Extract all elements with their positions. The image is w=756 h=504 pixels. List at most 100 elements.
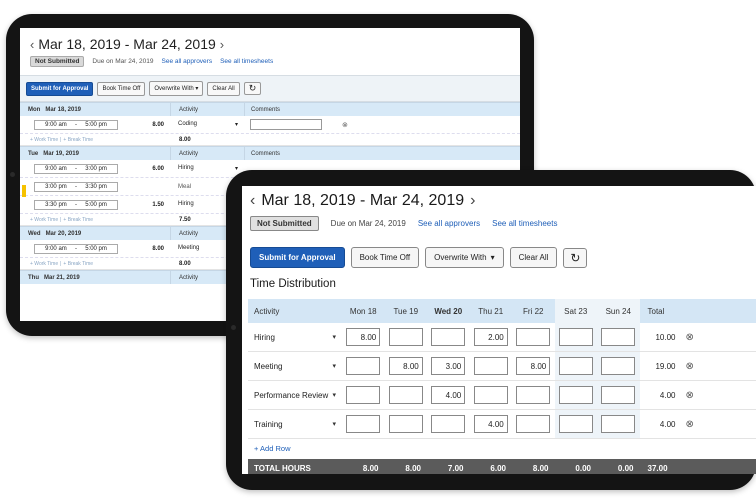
- hours-value: 6.00: [152, 165, 164, 172]
- add-work-time-link[interactable]: + Work Time: [30, 260, 59, 267]
- camera-dot: [10, 172, 15, 177]
- hours-input[interactable]: [516, 386, 551, 404]
- day-cell: [342, 381, 385, 409]
- activity-select[interactable]: Hiring ▾: [248, 333, 342, 342]
- activity-col-header: Activity: [170, 147, 244, 160]
- hours-input[interactable]: 2.00: [473, 328, 508, 346]
- see-all-approvers-link[interactable]: See all approvers: [161, 58, 213, 65]
- day-cell: 2.00: [470, 323, 513, 351]
- day-header: Tue Mar 19, 2019 Activity Comments: [20, 146, 520, 160]
- dash: -: [74, 121, 77, 128]
- hours-input[interactable]: [516, 415, 551, 433]
- submit-for-approval-button[interactable]: Submit for Approval: [250, 247, 345, 268]
- day-total: 6.00: [490, 463, 506, 473]
- add-break-time-link[interactable]: + Break Time: [63, 260, 94, 267]
- activity-name: Meeting: [254, 361, 283, 371]
- day-cell: [512, 410, 555, 438]
- clear-all-button[interactable]: Clear All: [509, 247, 558, 268]
- hours-input[interactable]: [388, 386, 423, 404]
- hours-input[interactable]: 4.00: [431, 386, 466, 404]
- activity-select[interactable]: Hiring ▾: [170, 165, 244, 172]
- refresh-icon[interactable]: ↻: [243, 82, 262, 95]
- day-cell: [512, 323, 555, 351]
- activity-select[interactable]: Meeting ▾: [248, 362, 342, 371]
- day-col-header: Fri 22: [523, 306, 544, 316]
- hours-input[interactable]: [601, 386, 636, 404]
- chevron-left-icon[interactable]: ‹: [250, 192, 256, 209]
- day-cell: 4.00: [427, 381, 470, 409]
- add-work-time-link[interactable]: + Work Time: [30, 216, 59, 223]
- activity-select[interactable]: Coding ▾: [170, 121, 244, 128]
- activity-select[interactable]: Training ▾: [248, 420, 342, 429]
- add-break-time-link[interactable]: + Break Time: [63, 136, 94, 143]
- time-range-input[interactable]: 3:00 pm - 3:30 pm: [34, 181, 118, 192]
- overwrite-with-button[interactable]: Overwrite With ▾: [425, 247, 504, 268]
- grand-total: 37.00: [647, 463, 668, 473]
- chevron-down-icon: ▾: [332, 333, 336, 341]
- remove-row-icon[interactable]: ⊗: [685, 389, 694, 401]
- hours-input[interactable]: [473, 357, 508, 375]
- book-time-off-button[interactable]: Book Time Off: [350, 247, 420, 268]
- start-time: 9:00 am: [45, 245, 67, 252]
- hours-input[interactable]: 8.00: [388, 357, 423, 375]
- see-all-timesheets-link[interactable]: See all timesheets: [220, 58, 274, 65]
- add-work-time-link[interactable]: + Work Time: [30, 136, 59, 143]
- hours-input[interactable]: [431, 328, 466, 346]
- hours-input[interactable]: [473, 386, 508, 404]
- hours-input[interactable]: [601, 357, 636, 375]
- add-row-link[interactable]: + Add Row: [254, 444, 291, 453]
- activity-col-header: Activity: [254, 306, 280, 316]
- remove-row-icon[interactable]: ⊗: [685, 418, 694, 430]
- time-range-input[interactable]: 9:00 am - 5:00 pm: [34, 119, 118, 130]
- see-all-timesheets-link[interactable]: See all timesheets: [492, 219, 558, 228]
- table-row: Training ▾ 4.00 4.00 ⊗: [248, 410, 756, 439]
- day-cell: [427, 410, 470, 438]
- chevron-right-icon[interactable]: ›: [470, 192, 476, 209]
- day-label: Tue Mar 19, 2019: [20, 147, 170, 160]
- time-range-input[interactable]: 9:00 am - 5:00 pm: [34, 243, 118, 254]
- hours-input[interactable]: [558, 357, 593, 375]
- row-total: 4.00: [659, 419, 676, 429]
- submit-for-approval-button[interactable]: Submit for Approval: [26, 81, 94, 96]
- book-time-off-button[interactable]: Book Time Off: [97, 81, 146, 96]
- comment-input[interactable]: [250, 119, 322, 130]
- hours-input[interactable]: [346, 357, 381, 375]
- remove-icon[interactable]: ⊗: [342, 121, 348, 129]
- remove-row-icon[interactable]: ⊗: [685, 360, 694, 372]
- toolbar: Submit for Approval Book Time Off Overwr…: [250, 247, 748, 268]
- due-date: Due on Mar 24, 2019: [330, 219, 406, 228]
- hours-input[interactable]: [346, 415, 381, 433]
- day-cell: [597, 323, 640, 351]
- hours-input[interactable]: 8.00: [346, 328, 381, 346]
- hours-input[interactable]: [388, 328, 423, 346]
- time-range-input[interactable]: 9:00 am - 3:00 pm: [34, 163, 118, 174]
- day-cell: [554, 323, 597, 351]
- chevron-right-icon[interactable]: ›: [219, 36, 225, 52]
- see-all-approvers-link[interactable]: See all approvers: [417, 219, 481, 228]
- add-break-time-link[interactable]: + Break Time: [63, 216, 94, 223]
- chevron-left-icon[interactable]: ‹: [30, 36, 35, 52]
- hours-input[interactable]: [558, 386, 593, 404]
- time-range: 9:00 am - 3:00 pm 6.00: [20, 163, 170, 174]
- hours-input[interactable]: [346, 386, 381, 404]
- activity-select[interactable]: Performance Review ▾: [248, 391, 342, 400]
- hours-input[interactable]: [601, 328, 636, 346]
- overwrite-with-button[interactable]: Overwrite With ▾: [149, 81, 204, 96]
- activity-name: Hiring: [254, 332, 275, 342]
- hours-input[interactable]: [558, 328, 593, 346]
- remove-row-icon[interactable]: ⊗: [685, 331, 694, 343]
- time-range-input[interactable]: 3:30 pm - 5:00 pm: [34, 199, 118, 210]
- hours-input[interactable]: [388, 415, 423, 433]
- dash: -: [74, 165, 77, 172]
- hours-input[interactable]: [601, 415, 636, 433]
- chevron-down-icon: ▾: [490, 253, 495, 262]
- day-cell: 8.00: [385, 352, 428, 380]
- hours-input[interactable]: 3.00: [431, 357, 466, 375]
- hours-input[interactable]: [431, 415, 466, 433]
- hours-input[interactable]: 8.00: [516, 357, 551, 375]
- hours-input[interactable]: [516, 328, 551, 346]
- hours-input[interactable]: [558, 415, 593, 433]
- hours-input[interactable]: 4.00: [473, 415, 508, 433]
- clear-all-button[interactable]: Clear All: [207, 81, 240, 96]
- refresh-icon[interactable]: ↻: [563, 247, 588, 268]
